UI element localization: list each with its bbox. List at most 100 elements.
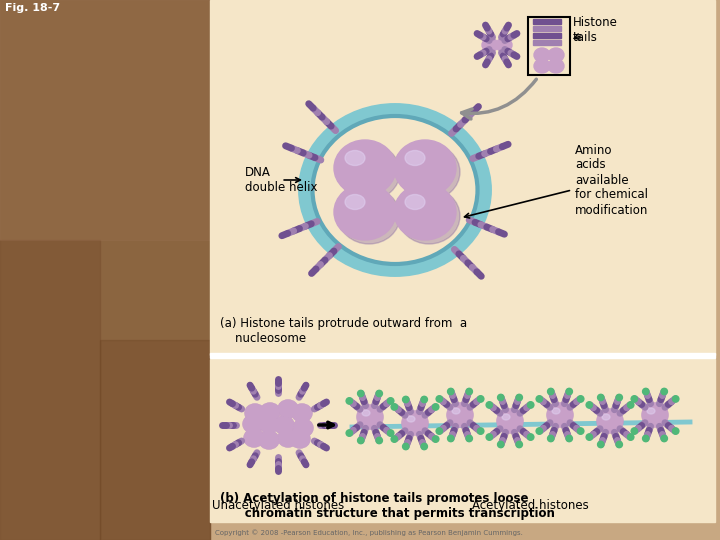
Circle shape [598,394,604,401]
Ellipse shape [338,144,400,200]
Circle shape [376,390,382,397]
Ellipse shape [405,194,425,210]
Ellipse shape [407,416,415,422]
Text: DNA
double helix: DNA double helix [245,166,318,194]
Circle shape [631,428,637,434]
Circle shape [448,388,454,395]
Ellipse shape [274,416,294,434]
Circle shape [402,396,409,403]
Ellipse shape [290,430,310,448]
Circle shape [433,436,439,442]
Ellipse shape [452,408,460,414]
Ellipse shape [293,419,313,437]
Ellipse shape [243,415,263,433]
Text: Copyright © 2008 -Pearson Education, Inc., publishing as Pearson Benjamin Cummin: Copyright © 2008 -Pearson Education, Inc… [215,529,523,536]
Ellipse shape [497,409,523,433]
Ellipse shape [402,411,428,435]
Circle shape [346,398,353,404]
Ellipse shape [394,184,456,240]
Text: Unacetylated histones: Unacetylated histones [212,500,344,512]
Ellipse shape [394,140,456,196]
Ellipse shape [398,188,460,244]
Circle shape [661,435,667,442]
Ellipse shape [259,415,279,433]
Ellipse shape [259,431,279,449]
Text: (a) Histone tails protrude outward from  a
    nucleosome: (a) Histone tails protrude outward from … [220,317,467,345]
Ellipse shape [642,403,668,427]
Ellipse shape [259,431,279,449]
Circle shape [486,402,492,408]
Circle shape [387,398,394,404]
Ellipse shape [345,194,365,210]
FancyArrowPatch shape [462,79,536,119]
Circle shape [577,396,584,402]
Circle shape [486,434,492,440]
Circle shape [421,396,428,403]
Bar [100,340,210,540]
Ellipse shape [502,414,510,420]
Circle shape [528,402,534,408]
Ellipse shape [534,59,550,73]
Ellipse shape [482,38,498,52]
Circle shape [586,402,593,408]
Circle shape [642,435,649,442]
Circle shape [566,388,572,395]
Ellipse shape [260,403,280,421]
Bar [210,353,715,358]
Bar [0,0,210,240]
Bar [210,359,715,522]
Circle shape [642,388,649,395]
Ellipse shape [357,405,383,429]
Text: (b) Acetylation of histone tails promotes loose
      chromatin structure that p: (b) Acetylation of histone tails promote… [220,492,555,520]
Circle shape [433,404,439,410]
Circle shape [548,435,554,442]
Circle shape [421,443,428,450]
Ellipse shape [597,409,623,433]
Ellipse shape [597,409,623,433]
Circle shape [536,396,542,402]
Ellipse shape [338,188,400,244]
Circle shape [436,396,443,402]
Circle shape [516,394,523,401]
Ellipse shape [244,429,264,447]
Circle shape [358,390,364,397]
Ellipse shape [243,415,263,433]
Bar [533,19,561,24]
Circle shape [387,430,394,436]
Ellipse shape [548,59,564,73]
Ellipse shape [405,151,425,165]
Circle shape [536,428,542,434]
Ellipse shape [334,184,396,240]
Circle shape [616,394,622,401]
Ellipse shape [496,38,512,52]
Circle shape [498,394,504,401]
Ellipse shape [292,404,312,422]
Ellipse shape [259,415,279,433]
Bar [533,26,561,31]
Circle shape [672,396,679,402]
Circle shape [548,388,554,395]
Text: Fig. 18-7: Fig. 18-7 [5,3,60,13]
Ellipse shape [278,400,298,418]
Circle shape [498,441,504,448]
Ellipse shape [447,403,473,427]
Circle shape [577,428,584,434]
Circle shape [402,443,409,450]
Circle shape [586,434,593,440]
Ellipse shape [447,403,473,427]
Ellipse shape [244,429,264,447]
Circle shape [672,428,679,434]
Ellipse shape [334,140,396,196]
Bar [533,40,561,45]
Circle shape [661,388,667,395]
Ellipse shape [290,430,310,448]
Ellipse shape [362,410,370,416]
Circle shape [466,388,472,395]
Circle shape [516,441,523,448]
Bar [533,33,561,38]
Circle shape [631,396,637,402]
Circle shape [376,437,382,444]
Text: Amino
acids
available
for chemical
modification: Amino acids available for chemical modif… [464,144,649,218]
Ellipse shape [647,408,655,414]
Circle shape [598,441,604,448]
